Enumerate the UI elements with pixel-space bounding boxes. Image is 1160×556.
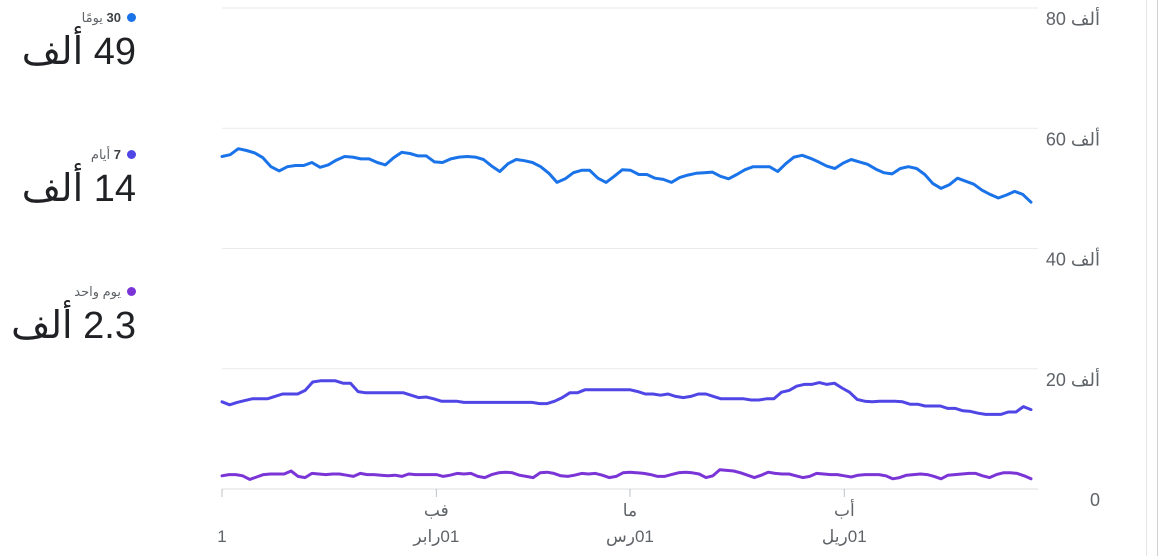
y-tick-label: 80 ألف <box>1046 7 1100 29</box>
x-tick-label: 01رابر <box>412 527 459 546</box>
legend-value: 2.3 ألف <box>11 305 136 347</box>
x-tick-label-top: فب <box>424 501 449 520</box>
panel-scroll-edge <box>1157 0 1158 556</box>
x-tick-label-top: ما <box>623 501 637 520</box>
legend-label: أيام <box>90 147 111 162</box>
y-tick-label: 40 ألف <box>1046 248 1100 270</box>
legend-value: 49 ألف <box>21 31 136 73</box>
legend-value: 14 ألف <box>21 168 136 210</box>
y-tick-label: 20 ألف <box>1046 368 1100 390</box>
series-line-1 <box>220 147 1033 204</box>
x-tick-label: 01رس <box>606 527 654 546</box>
legend-item-1-day: يوم واحد 2.3 ألف <box>11 284 136 348</box>
legend-count: 7 <box>113 147 121 162</box>
x-tick-label-top: أب <box>834 499 855 520</box>
series-color-dot <box>127 287 136 297</box>
legend-item-30-days: 30 يومًا 49 ألف <box>22 10 136 74</box>
legend-label: يوم واحد <box>74 284 121 299</box>
y-tick-label: 0 <box>1090 490 1100 510</box>
legend-count: 30 <box>106 10 121 25</box>
y-tick-label: 60 ألف <box>1046 127 1100 149</box>
series-line-2 <box>220 379 1033 416</box>
x-tick-label: 01ريل <box>822 527 867 546</box>
series-line-3 <box>220 468 1033 481</box>
legend-item-7-days: 7 أيام 14 ألف <box>22 147 136 211</box>
series-color-dot <box>127 150 136 160</box>
series-color-dot <box>127 13 136 23</box>
x-tick-label: 1 <box>217 527 226 546</box>
legend-label: يومًا <box>81 10 103 25</box>
chart-right-border <box>1146 0 1147 556</box>
